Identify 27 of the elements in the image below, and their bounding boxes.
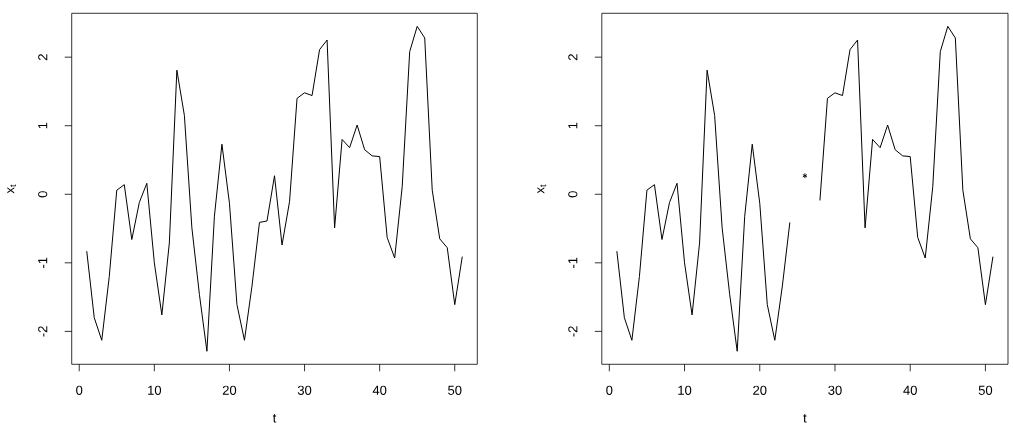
line-series: [86, 25, 463, 352]
x-tick-label: 10: [678, 385, 692, 395]
y-axis-title: x$_{t}$: [7, 184, 17, 194]
x-tick-label: 40: [372, 385, 387, 395]
x-tick-label: 20: [222, 385, 237, 395]
y-tick-label: 1: [568, 122, 578, 129]
x-tick-label: 50: [978, 385, 993, 395]
x-axis-title: t: [272, 414, 277, 423]
y-tick-label: 2: [568, 54, 578, 61]
x-tick-label: 10: [148, 385, 162, 395]
x-axis-title: t: [803, 414, 807, 423]
y-tick-label: -2: [568, 326, 578, 337]
y-tick-label: 2: [38, 54, 48, 61]
y-tick-label: 1: [38, 122, 48, 129]
x-tick-label: 40: [903, 385, 917, 395]
x-tick-label: 30: [828, 385, 842, 395]
y-tick-label: -2: [38, 326, 48, 337]
y-tick-label: 0: [568, 191, 578, 198]
x-tick-label: 20: [753, 385, 767, 395]
x-tick-label: 0: [606, 385, 613, 395]
y-tick-label: -1: [568, 257, 578, 269]
x-tick-label: 30: [297, 385, 312, 395]
y-tick-label: 0: [38, 191, 48, 198]
y-tick-label: -1: [38, 257, 48, 269]
x-tick-label: 0: [76, 385, 83, 395]
y-axis-title: x$_{t}$: [537, 184, 547, 194]
x-tick-label: 50: [448, 385, 462, 395]
